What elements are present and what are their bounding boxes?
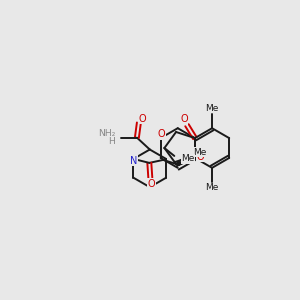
Text: Me: Me — [206, 183, 219, 192]
Text: O: O — [148, 179, 155, 189]
Text: Me: Me — [193, 148, 206, 157]
Text: Me: Me — [206, 104, 219, 113]
Text: Me: Me — [181, 154, 195, 164]
Text: H: H — [108, 137, 115, 146]
Text: O: O — [158, 129, 165, 139]
Text: N: N — [130, 156, 137, 166]
Text: O: O — [196, 152, 204, 162]
Text: NH₂: NH₂ — [98, 129, 115, 138]
Text: O: O — [180, 114, 188, 124]
Text: O: O — [138, 114, 146, 124]
